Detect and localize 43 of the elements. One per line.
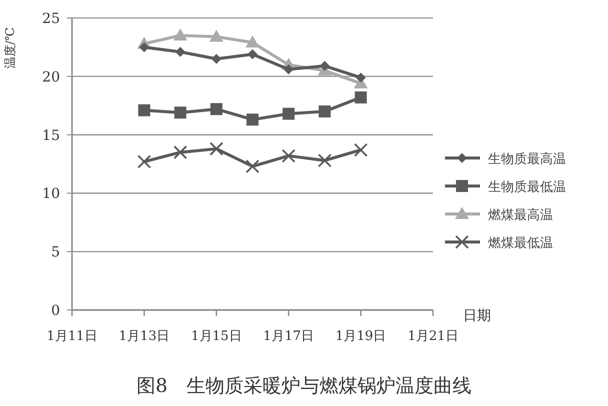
point — [284, 64, 294, 74]
x-tick-label: 1月17日 — [263, 329, 314, 344]
y-tick-label: 10 — [42, 186, 60, 202]
point — [282, 148, 296, 163]
text: 图8 生物质采暖炉与燃煤锅炉温度曲线 — [136, 375, 472, 397]
point — [173, 28, 188, 41]
point — [318, 154, 332, 168]
point — [246, 114, 258, 126]
point — [137, 154, 152, 169]
point — [318, 105, 331, 118]
y-tick-label: 25 — [42, 11, 60, 27]
x-tick-label: 1月21日 — [408, 329, 458, 344]
point — [354, 91, 367, 104]
x-axis-title: 日期 — [463, 308, 491, 324]
legend-label: 生物质最高温 — [488, 151, 566, 167]
point — [282, 108, 295, 120]
point — [320, 60, 330, 71]
y-axis-title: 温度/℃ — [3, 27, 17, 69]
point — [210, 103, 222, 116]
point — [175, 46, 186, 57]
legend-label: 燃煤最高温 — [488, 207, 553, 223]
point — [138, 104, 150, 116]
x-tick-label: 1月13日 — [118, 329, 170, 344]
point — [173, 145, 188, 160]
point — [248, 49, 258, 60]
point — [354, 143, 368, 157]
point — [139, 42, 150, 52]
point — [246, 36, 260, 48]
x-tick-label: 1月19日 — [335, 329, 386, 344]
point — [246, 159, 260, 174]
y-tick-label: 5 — [51, 244, 60, 261]
y-tick-label: 0 — [51, 303, 60, 319]
y-tick-label: 15 — [42, 128, 60, 144]
point — [356, 72, 366, 83]
point — [209, 30, 224, 42]
point — [174, 106, 186, 119]
point — [211, 54, 222, 64]
point — [210, 142, 224, 156]
legend-label: 燃煤最低温 — [488, 236, 553, 251]
y-tick-label: 20 — [42, 69, 60, 86]
x-tick-label: 1月11日 — [46, 329, 98, 344]
x-tick-label: 1月15日 — [190, 329, 242, 344]
legend-label: 生物质最低温 — [488, 180, 566, 195]
